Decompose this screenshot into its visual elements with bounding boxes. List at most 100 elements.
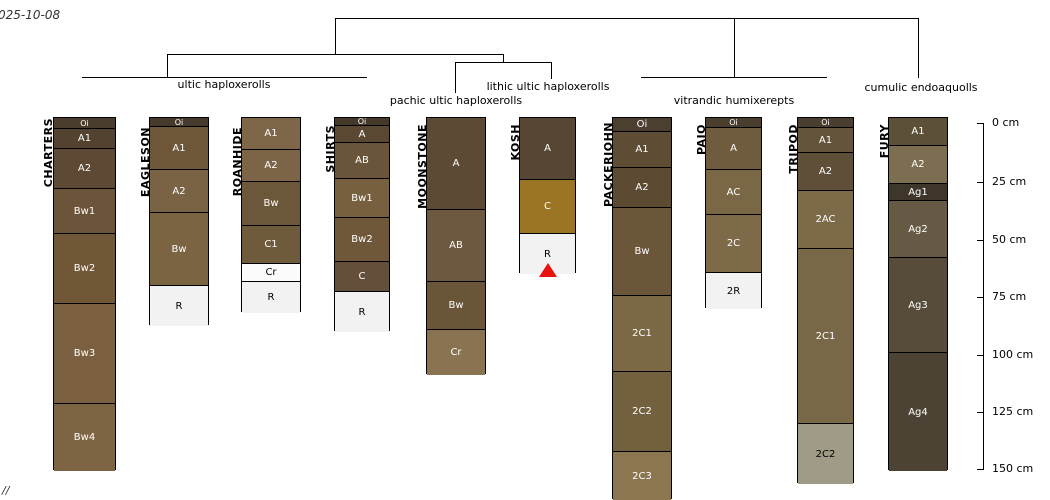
soil-horizon[interactable]: Ag4 [889, 353, 947, 471]
soil-horizon[interactable]: Ag1 [889, 184, 947, 201]
soil-horizon[interactable]: C [520, 180, 575, 234]
dendro-link [167, 54, 503, 55]
soil-profile-column[interactable]: A AB Bw Cr [426, 117, 486, 375]
soil-horizon[interactable]: 2R [706, 273, 761, 309]
soil-horizon[interactable]: Bw [150, 213, 208, 286]
soil-horizon[interactable]: A2 [798, 153, 853, 191]
soil-horizon-label: Ag4 [908, 406, 928, 418]
depth-tick [977, 123, 984, 124]
soil-horizon[interactable]: R [242, 282, 300, 313]
soil-horizon-label: 2R [726, 285, 741, 297]
dendro-link [551, 62, 552, 79]
depth-tick [977, 469, 984, 470]
soil-horizon[interactable]: A [520, 118, 575, 180]
soil-horizon[interactable]: Ag3 [889, 258, 947, 353]
soil-profile-column[interactable]: Oi A AB Bw1 Bw2 C R [334, 117, 390, 332]
dendro-link [503, 54, 504, 62]
soil-horizon-label: 2C3 [632, 470, 652, 482]
soil-horizon[interactable]: R [335, 292, 389, 332]
soil-horizon-label: A1 [911, 126, 925, 137]
soil-horizon[interactable]: Cr [427, 330, 485, 375]
soil-horizon-label: Ag1 [908, 186, 928, 198]
soil-horizon-label: Bw [171, 243, 187, 255]
soil-horizon-label: Cr [265, 267, 277, 278]
soil-horizon[interactable]: A1 [54, 129, 115, 149]
soil-horizon-label: 2C1 [632, 328, 652, 339]
soil-horizon[interactable]: Oi [706, 118, 761, 128]
soil-horizon[interactable]: 2C1 [798, 249, 853, 424]
soil-horizon-label: Bw1 [73, 205, 96, 217]
soil-horizon[interactable]: Oi [613, 118, 671, 132]
soil-profile-column[interactable]: Oi A AC 2C 2R [705, 117, 762, 309]
depth-tick-label: 100 cm [992, 348, 1034, 361]
soil-horizon[interactable]: A2 [242, 150, 300, 182]
soil-horizon-label: Oi [80, 118, 89, 128]
soil-horizon[interactable]: Bw2 [54, 234, 115, 304]
soil-horizon[interactable]: A [427, 118, 485, 210]
soil-horizon[interactable]: A1 [242, 118, 300, 150]
soil-horizon-label: 2C [726, 238, 741, 249]
soil-horizon[interactable]: A2 [150, 170, 208, 213]
soil-horizon[interactable]: Bw2 [335, 218, 389, 262]
depth-tick-label: 125 cm [992, 405, 1034, 418]
soil-profile-column[interactable]: A1 A2 Bw C1 Cr R [241, 117, 301, 313]
soil-profile-column[interactable]: Oi A1 A2 Bw1 Bw2 Bw3 Bw4 [53, 117, 116, 471]
dendro-link [455, 62, 551, 63]
soil-horizon-label: A1 [264, 128, 278, 139]
soil-horizon[interactable]: Bw1 [54, 189, 115, 234]
soil-horizon[interactable]: Oi [150, 118, 208, 127]
soil-horizon[interactable]: 2C2 [613, 372, 671, 452]
soil-horizon[interactable]: Oi [54, 118, 115, 129]
soil-horizon[interactable]: Bw4 [54, 404, 115, 471]
soil-horizon[interactable]: C1 [242, 226, 300, 264]
depth-tick-label: 75 cm [992, 290, 1027, 303]
soil-profile-column[interactable]: Oi A1 A2 Bw 2C1 2C2 2C3 [612, 117, 672, 500]
cluster-label: cumulic endoaquolls [864, 81, 978, 94]
soil-horizon[interactable]: R [520, 234, 575, 274]
soil-horizon-label: Oi [357, 118, 367, 126]
soil-horizon[interactable]: Oi [335, 118, 389, 126]
soil-horizon-label: R [267, 292, 275, 303]
soil-horizon[interactable]: A [335, 126, 389, 143]
dendro-link [641, 77, 827, 78]
soil-horizon[interactable]: A2 [613, 168, 671, 208]
soil-horizon[interactable]: 2AC [798, 191, 853, 249]
soil-horizon[interactable]: A1 [889, 118, 947, 146]
soil-horizon[interactable]: 2C1 [613, 296, 671, 372]
cluster-label: ultic haploxerolls [177, 78, 271, 91]
soil-horizon[interactable]: 2C2 [798, 424, 853, 484]
soil-horizon[interactable]: AB [427, 210, 485, 282]
soil-horizon[interactable]: 2C [706, 215, 761, 273]
soil-horizon[interactable]: Cr [242, 264, 300, 282]
cluster-label: lithic ultic haploxerolls [486, 80, 610, 93]
soil-horizon[interactable]: AB [335, 143, 389, 179]
soil-horizon[interactable]: A1 [613, 132, 671, 168]
soil-profile-column[interactable]: Oi A1 A2 2AC 2C1 2C2 [797, 117, 854, 484]
soil-horizon[interactable]: 2C3 [613, 452, 671, 500]
soil-horizon[interactable]: A1 [798, 128, 853, 153]
soil-horizon[interactable]: Bw3 [54, 304, 115, 404]
cluster-label: pachic ultic haploxerolls [389, 94, 523, 107]
soil-horizon[interactable]: Bw1 [335, 179, 389, 218]
cluster-label: vitrandic humixerepts [673, 94, 795, 107]
soil-horizon[interactable]: C [335, 262, 389, 292]
soil-horizon[interactable]: R [150, 286, 208, 326]
soil-horizon[interactable]: Bw [242, 182, 300, 226]
soil-horizon[interactable]: A2 [889, 146, 947, 184]
soil-profile-column[interactable]: A1 A2 Ag1 Ag2 Ag3 Ag4 [888, 117, 948, 471]
depth-tick-label: 50 cm [992, 233, 1027, 246]
soil-profile-column[interactable]: Oi A1 A2 Bw R [149, 117, 209, 326]
soil-horizon[interactable]: Bw [613, 208, 671, 296]
soil-horizon-label: AC [726, 186, 741, 198]
depth-tick-label: 150 cm [992, 462, 1034, 475]
soil-horizon[interactable]: Ag2 [889, 201, 947, 258]
soil-profile-column[interactable]: A C R [519, 117, 576, 274]
soil-horizon[interactable]: AC [706, 170, 761, 215]
depth-tick [977, 182, 984, 183]
soil-horizon[interactable]: Bw [427, 282, 485, 330]
soil-horizon[interactable]: A2 [54, 149, 115, 189]
soil-horizon[interactable]: Oi [798, 118, 853, 128]
soil-horizon[interactable]: A [706, 128, 761, 170]
red-triangle-marker [539, 263, 557, 277]
soil-horizon[interactable]: A1 [150, 127, 208, 170]
